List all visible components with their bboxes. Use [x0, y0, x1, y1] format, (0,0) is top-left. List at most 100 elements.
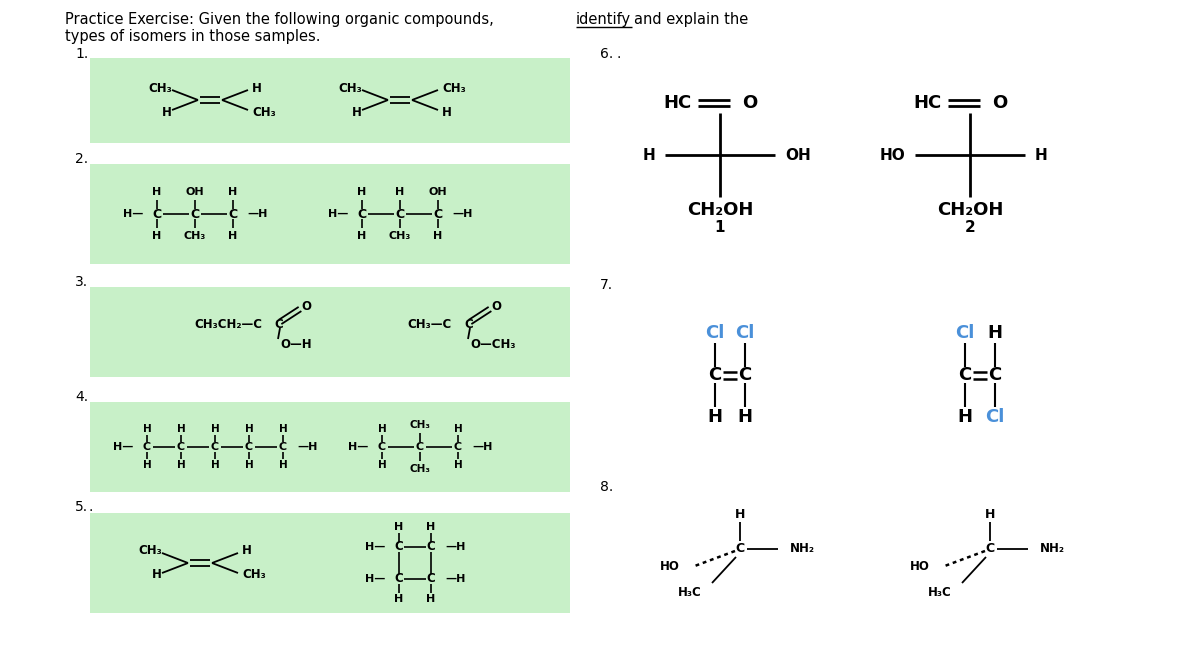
Text: H—: H— — [122, 209, 143, 219]
Text: types of isomers in those samples.: types of isomers in those samples. — [65, 29, 320, 44]
Text: H: H — [1034, 148, 1048, 163]
Text: .: . — [88, 500, 92, 514]
Text: HC: HC — [913, 94, 942, 112]
Bar — [90, 164, 570, 264]
Text: H: H — [152, 231, 162, 241]
Text: H: H — [642, 148, 655, 163]
Bar — [90, 58, 570, 143]
Text: —H: —H — [445, 542, 466, 552]
Text: Cl: Cl — [736, 324, 755, 342]
Text: C: C — [396, 208, 404, 221]
Text: O: O — [992, 94, 1007, 112]
Bar — [90, 402, 570, 492]
Text: —H: —H — [247, 209, 268, 219]
Text: C: C — [708, 366, 721, 384]
Text: Cl: Cl — [955, 324, 974, 342]
Text: NH₂: NH₂ — [1040, 542, 1066, 555]
Text: H: H — [176, 460, 185, 470]
Text: CH₃—C: CH₃—C — [408, 319, 452, 332]
Text: 5.: 5. — [74, 500, 88, 514]
Text: 1.: 1. — [74, 47, 89, 61]
Text: C: C — [427, 541, 436, 553]
Text: C: C — [454, 442, 462, 452]
Text: H—: H— — [365, 542, 385, 552]
Text: C: C — [211, 442, 220, 452]
Text: H—: H— — [113, 442, 133, 452]
Text: CH₃: CH₃ — [442, 81, 466, 95]
Bar — [90, 287, 570, 377]
Text: H: H — [958, 408, 972, 426]
Text: C: C — [464, 319, 473, 332]
Text: H: H — [433, 231, 443, 241]
Text: 2.: 2. — [74, 152, 88, 166]
Text: CH₃: CH₃ — [389, 231, 412, 241]
Text: CH₃: CH₃ — [409, 464, 431, 474]
Text: C: C — [245, 442, 253, 452]
Text: H: H — [352, 106, 362, 119]
Text: H: H — [708, 408, 722, 426]
Text: C: C — [358, 208, 366, 221]
Text: Cl: Cl — [985, 408, 1004, 426]
Text: C: C — [228, 208, 238, 221]
Text: O: O — [491, 299, 502, 312]
Text: C: C — [427, 573, 436, 586]
Text: H: H — [442, 106, 452, 119]
Text: O: O — [301, 299, 311, 312]
Text: H: H — [162, 106, 172, 119]
Text: H—: H— — [348, 442, 368, 452]
Text: Practice Exercise: Given the following organic compounds,: Practice Exercise: Given the following o… — [65, 12, 493, 27]
Text: H: H — [426, 594, 436, 604]
Text: CH₃: CH₃ — [338, 81, 362, 95]
Text: OH: OH — [785, 148, 811, 163]
Text: C: C — [278, 442, 287, 452]
Text: C: C — [736, 542, 744, 555]
Text: H: H — [985, 508, 995, 522]
Text: H₃C: H₃C — [929, 586, 952, 599]
Text: O—CH₃: O—CH₃ — [470, 339, 516, 352]
Text: H: H — [278, 424, 287, 434]
Text: C: C — [738, 366, 751, 384]
Text: H—: H— — [365, 574, 385, 584]
Text: identify: identify — [576, 12, 631, 27]
Bar — [90, 513, 570, 613]
Text: O—H: O—H — [280, 339, 312, 352]
Text: C: C — [395, 541, 403, 553]
Text: Cl: Cl — [706, 324, 725, 342]
Text: C: C — [143, 442, 151, 452]
Text: H: H — [734, 508, 745, 522]
Text: CH₃: CH₃ — [184, 231, 206, 241]
Text: H: H — [454, 424, 462, 434]
Text: CH₃: CH₃ — [138, 544, 162, 557]
Text: H: H — [278, 460, 287, 470]
Text: 6.: 6. — [600, 47, 613, 61]
Text: CH₂OH: CH₂OH — [937, 201, 1003, 219]
Text: CH₃: CH₃ — [242, 568, 265, 582]
Text: CH₃CH₂—C: CH₃CH₂—C — [194, 319, 262, 332]
Text: H: H — [358, 231, 367, 241]
Text: OH: OH — [428, 187, 448, 197]
Text: CH₃: CH₃ — [252, 106, 276, 119]
Text: H: H — [426, 522, 436, 532]
Text: C: C — [152, 208, 162, 221]
Text: H: H — [242, 544, 252, 557]
Text: C: C — [989, 366, 1002, 384]
Text: H—: H— — [328, 209, 348, 219]
Text: —H: —H — [452, 209, 473, 219]
Text: O: O — [742, 94, 757, 112]
Text: H: H — [176, 424, 185, 434]
Text: H₃C: H₃C — [678, 586, 702, 599]
Text: H: H — [211, 424, 220, 434]
Text: C: C — [416, 442, 424, 452]
Text: H: H — [245, 460, 253, 470]
Text: HO: HO — [880, 148, 905, 163]
Text: HC: HC — [664, 94, 692, 112]
Text: C: C — [959, 366, 972, 384]
Text: —H: —H — [298, 442, 317, 452]
Text: NH₂: NH₂ — [790, 542, 815, 555]
Text: H: H — [738, 408, 752, 426]
Text: C: C — [274, 319, 283, 332]
Text: HO: HO — [910, 561, 930, 573]
Text: 7.: 7. — [600, 278, 613, 292]
Text: 3.: 3. — [74, 275, 88, 289]
Text: H: H — [395, 187, 404, 197]
